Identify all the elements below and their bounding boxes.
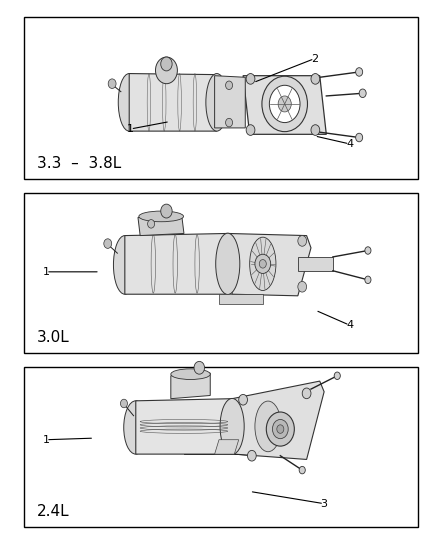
Polygon shape [136,399,232,454]
Circle shape [272,419,288,439]
Polygon shape [298,257,333,271]
Polygon shape [171,373,210,399]
Ellipse shape [255,401,281,451]
Circle shape [259,260,266,268]
Polygon shape [215,76,245,128]
Circle shape [247,450,256,461]
Text: 1: 1 [42,267,49,277]
Circle shape [311,74,320,84]
Circle shape [194,361,205,374]
Ellipse shape [113,236,136,294]
Ellipse shape [171,369,210,379]
Circle shape [311,125,320,135]
Polygon shape [232,381,324,459]
Circle shape [277,425,284,433]
Circle shape [356,133,363,142]
Ellipse shape [124,401,148,454]
Text: 1: 1 [42,435,49,445]
Circle shape [104,239,112,248]
Circle shape [120,399,127,408]
Polygon shape [125,233,228,294]
Circle shape [299,466,305,474]
Ellipse shape [139,211,184,222]
Ellipse shape [206,74,228,131]
Bar [24,193,418,353]
Ellipse shape [220,399,244,454]
Circle shape [239,394,247,405]
Circle shape [266,412,294,446]
Text: 3.3  –  3.8L: 3.3 – 3.8L [37,156,121,171]
Polygon shape [219,294,263,304]
Circle shape [365,276,371,284]
Circle shape [262,76,307,132]
Polygon shape [243,76,326,134]
Circle shape [161,57,172,71]
Ellipse shape [250,237,276,290]
Bar [24,17,418,179]
Circle shape [359,89,366,98]
Circle shape [148,220,155,228]
Circle shape [298,281,307,292]
Circle shape [155,57,177,84]
Circle shape [161,204,172,218]
Bar [24,367,418,527]
Text: 3.0L: 3.0L [37,330,70,345]
Polygon shape [215,440,239,454]
Circle shape [365,247,371,254]
Text: 2: 2 [311,54,318,63]
Circle shape [246,74,255,84]
Text: 3: 3 [321,499,328,508]
Text: 4: 4 [346,139,353,149]
Ellipse shape [216,233,240,294]
Circle shape [226,118,233,127]
Circle shape [278,96,291,112]
Circle shape [255,254,271,273]
Polygon shape [138,216,184,236]
Ellipse shape [118,74,140,131]
Circle shape [246,125,255,135]
Text: 4: 4 [346,320,353,330]
Circle shape [269,85,300,123]
Polygon shape [129,74,217,131]
Text: 1: 1 [127,124,134,134]
Circle shape [334,372,340,379]
Polygon shape [228,233,311,296]
Circle shape [298,236,307,246]
Text: 2.4L: 2.4L [37,504,70,519]
Circle shape [226,81,233,90]
Circle shape [356,68,363,76]
Circle shape [302,388,311,399]
Circle shape [108,79,116,88]
